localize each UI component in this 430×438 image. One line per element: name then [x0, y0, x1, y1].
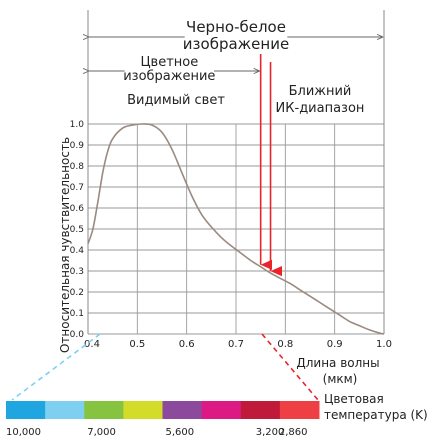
y-tick-2: 0.2 [70, 288, 84, 298]
x-tick-6: 1.0 [376, 339, 392, 350]
color-temp-label-line1: Цветовая [324, 392, 384, 406]
color-swatch-1 [45, 401, 85, 419]
near-ir-label-line2: ИК-диапазон [276, 101, 365, 116]
color-swatch-7 [279, 401, 320, 419]
range-label-bg-1-0 [139, 55, 200, 69]
color-temp-tick-3: 3,200 [256, 427, 285, 438]
sensitivity-curve [87, 123, 385, 335]
y-tick-3: 0.3 [70, 267, 84, 277]
x-tick-2: 0.6 [179, 339, 195, 350]
y-tick-8: 0.8 [70, 162, 85, 172]
visible-light-label: Видимый свет [127, 93, 225, 108]
color-temp-tick-0: 10,000 [6, 427, 41, 438]
y-tick-7: 0.7 [70, 183, 84, 193]
range-label-bg-1-1 [124, 69, 215, 83]
range-label-1-1: изображение [123, 69, 215, 84]
x-axis-label-line2: (мкм) [323, 372, 358, 386]
y-tick-4: 0.4 [70, 246, 85, 256]
y-tick-5: 0.5 [70, 225, 84, 235]
y-axis-label: Относительная чувствительность [58, 137, 72, 353]
color-temperature-bar [6, 401, 320, 419]
chart-grid [87, 10, 385, 335]
range-label-0-0: Черно-белое [186, 18, 286, 36]
color-swatch-5 [201, 401, 242, 419]
color-swatch-4 [162, 401, 203, 419]
x-tick-5: 0.9 [327, 339, 343, 350]
range-label-0-1: изображение [183, 35, 289, 53]
range-label-bg-0-0 [184, 19, 288, 35]
cutoff-markers [259, 54, 283, 277]
color-temp-label-line2: температура (K) [324, 408, 428, 422]
y-tick-1: 0.1 [70, 309, 84, 319]
x-tick-1: 0.5 [129, 339, 145, 350]
x-axis-label-line1: Длина волны [296, 356, 379, 370]
colorbar-connector-left [11, 333, 101, 401]
color-swatch-6 [240, 401, 281, 419]
range-label-bg-0-1 [184, 36, 288, 52]
color-temp-tick-1: 7,000 [87, 427, 116, 438]
color-swatch-0 [6, 401, 46, 419]
y-tick-9: 0.9 [70, 141, 85, 151]
y-tick-0: 0.0 [70, 330, 85, 340]
x-tick-3: 0.7 [228, 339, 244, 350]
x-tick-labels: 0.4 0.5 0.6 0.7 0.8 0.9 1.0 [84, 339, 392, 350]
y-tick-10: 1.0 [70, 120, 85, 130]
x-tick-4: 0.8 [277, 339, 293, 350]
color-swatch-2 [84, 401, 124, 419]
near-ir-label-line1: Ближний [289, 84, 352, 99]
color-temp-tick-4: 2,860 [279, 427, 308, 438]
colorbar-connector-right [261, 333, 319, 401]
x-tick-0: 0.4 [84, 339, 100, 350]
color-temp-tick-2: 5,600 [166, 427, 195, 438]
range-label-1-0: Цветное [140, 55, 198, 70]
y-tick-6: 0.6 [70, 204, 85, 214]
color-swatch-3 [123, 401, 163, 419]
y-tick-labels: 0.0 0.1 0.2 0.3 0.4 0.5 0.6 0.7 0.8 0.9 1.0 [70, 120, 85, 340]
